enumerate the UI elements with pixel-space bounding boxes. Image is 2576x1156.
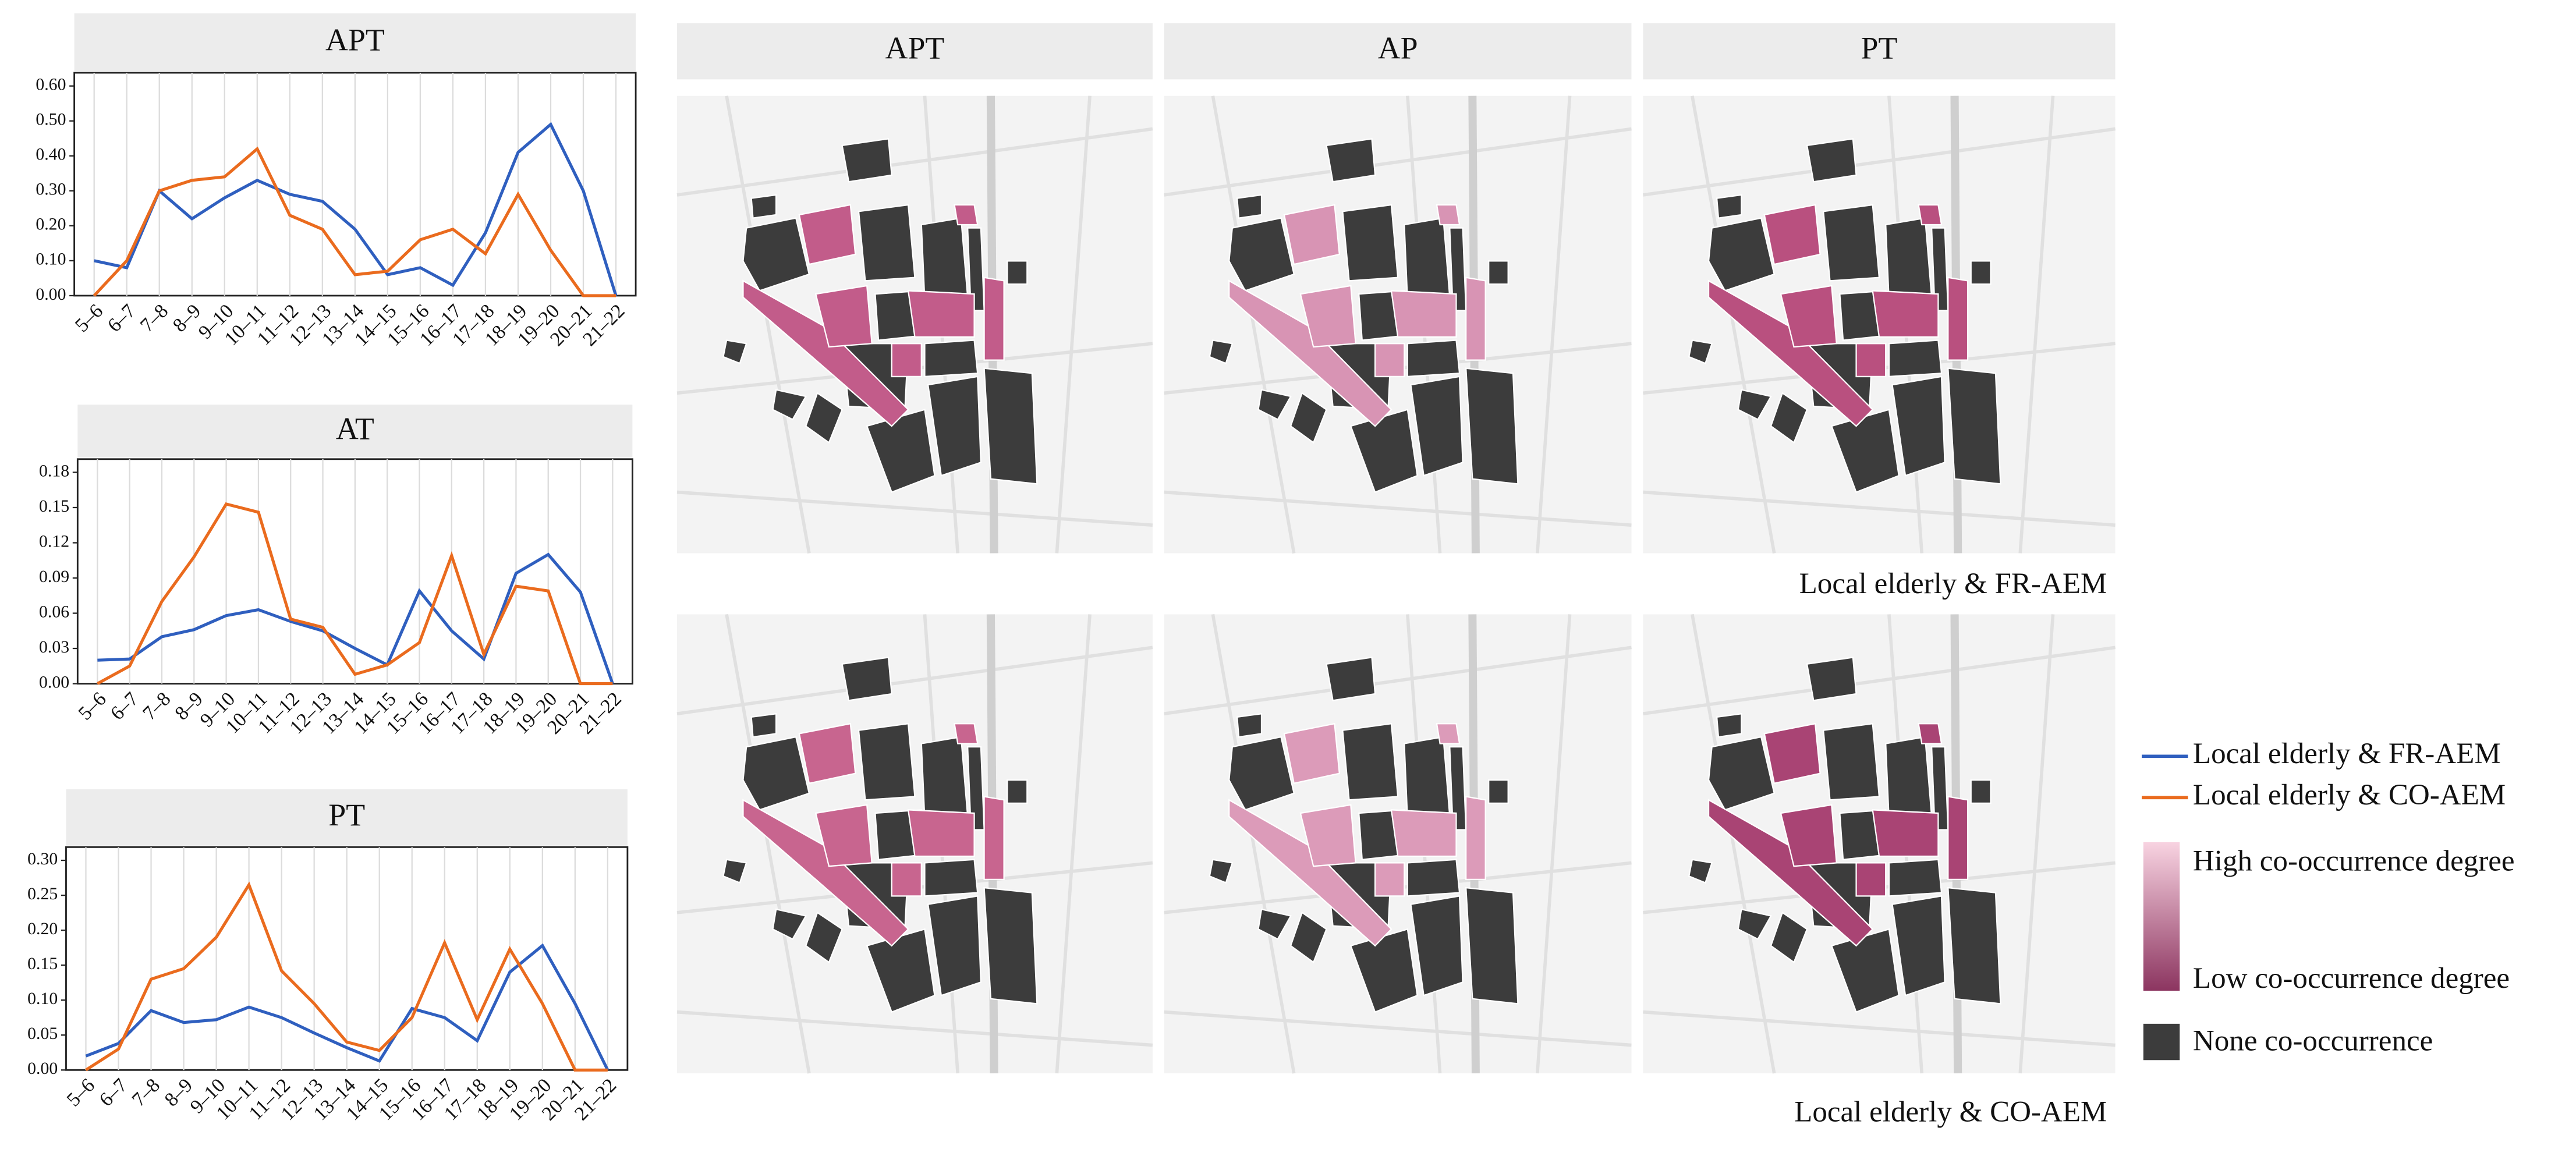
y-tick-label: 0.30 <box>27 849 58 868</box>
series-line <box>85 881 608 1072</box>
x-tick-label: 5–6 <box>63 1075 99 1111</box>
legend-label: Local elderly & FR-AEM <box>2193 737 2501 770</box>
legend-gradient <box>2143 842 2180 991</box>
series-line <box>93 146 616 297</box>
chart-header <box>74 13 636 72</box>
y-tick-label: 0.15 <box>39 497 69 516</box>
map-caption: Local elderly & CO-AEM <box>1794 1096 2107 1129</box>
chart-title: PT <box>328 797 365 832</box>
y-tick-label: 0.60 <box>36 75 66 94</box>
legend-label: Low co-occurrence degree <box>2193 962 2510 995</box>
map <box>677 96 1153 554</box>
y-tick-label: 0.05 <box>27 1024 58 1043</box>
y-tick-label: 0.06 <box>39 602 69 621</box>
y-tick-label: 0.00 <box>39 672 69 692</box>
y-tick-label: 0.25 <box>27 884 58 903</box>
chart-title: APT <box>325 22 385 57</box>
x-tick-label: 6–7 <box>107 688 143 724</box>
y-tick-label: 0.03 <box>39 637 69 657</box>
chart-header <box>77 405 633 458</box>
y-tick-label: 0.30 <box>36 180 66 199</box>
y-tick-label: 0.20 <box>27 919 58 938</box>
map <box>1643 96 2115 554</box>
map-title: PT <box>1861 31 1898 66</box>
legend-label: High co-occurrence degree <box>2193 845 2515 877</box>
x-tick-label: 5–6 <box>71 300 107 336</box>
legend-none-swatch <box>2143 1023 2180 1061</box>
x-tick-label: 6–7 <box>104 300 140 336</box>
x-tick-label: 7–8 <box>136 300 172 336</box>
series-line <box>85 943 610 1071</box>
series-line <box>94 122 618 296</box>
y-tick-label: 0.20 <box>36 215 66 234</box>
y-tick-label: 0.00 <box>36 285 66 304</box>
series-line <box>97 552 614 685</box>
x-tick-label: 5–6 <box>75 688 111 724</box>
legend-label: Local elderly & CO-AEM <box>2193 779 2506 811</box>
map <box>1643 614 2115 1073</box>
y-tick-label: 0.00 <box>27 1059 58 1078</box>
map-header <box>1164 23 1632 80</box>
legend-label: None co-occurrence <box>2193 1025 2433 1058</box>
map-title: APT <box>885 31 945 66</box>
y-tick-label: 0.18 <box>39 461 69 480</box>
y-tick-label: 0.15 <box>27 954 58 973</box>
y-tick-label: 0.09 <box>39 567 69 586</box>
map <box>677 614 1153 1073</box>
y-tick-label: 0.10 <box>36 250 66 269</box>
x-tick-label: 6–7 <box>95 1075 132 1111</box>
y-tick-label: 0.12 <box>39 531 69 551</box>
y-tick-label: 0.50 <box>36 110 66 129</box>
map-header <box>676 23 1153 80</box>
x-tick-label: 7–8 <box>139 688 175 724</box>
map <box>1164 96 1632 554</box>
map-title: AP <box>1378 31 1418 66</box>
chart-header <box>66 789 628 846</box>
map-caption: Local elderly & FR-AEM <box>1799 568 2107 600</box>
y-tick-label: 0.40 <box>36 145 66 164</box>
y-tick-label: 0.10 <box>27 989 58 1008</box>
map <box>1164 614 1632 1073</box>
series-line <box>97 502 613 686</box>
x-tick-label: 7–8 <box>128 1075 164 1111</box>
chart-title: AT <box>336 411 374 446</box>
map-header <box>1643 23 2116 80</box>
